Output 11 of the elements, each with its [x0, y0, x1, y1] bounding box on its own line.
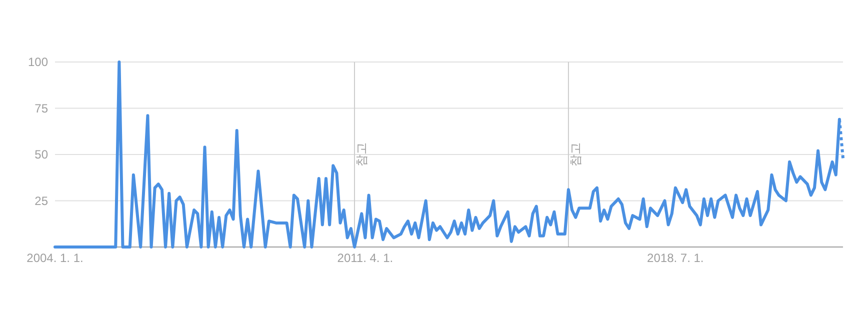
x-tick-label: 2018. 7. 1. [647, 251, 704, 265]
y-tick-label: 75 [34, 101, 48, 116]
ref-line: 참고 [354, 62, 368, 248]
ref-line-label: 참고 [354, 142, 369, 166]
y-tick-label: 25 [34, 194, 48, 208]
y-tick-label: 100 [28, 55, 48, 69]
ref-line: 참고 [568, 62, 582, 248]
x-tick-label: 2011. 4. 1. [337, 251, 394, 265]
ref-line-label: 참고 [568, 142, 582, 166]
x-tick-label: 2004. 1. 1. [26, 251, 84, 265]
y-tick-label: 50 [34, 148, 48, 162]
